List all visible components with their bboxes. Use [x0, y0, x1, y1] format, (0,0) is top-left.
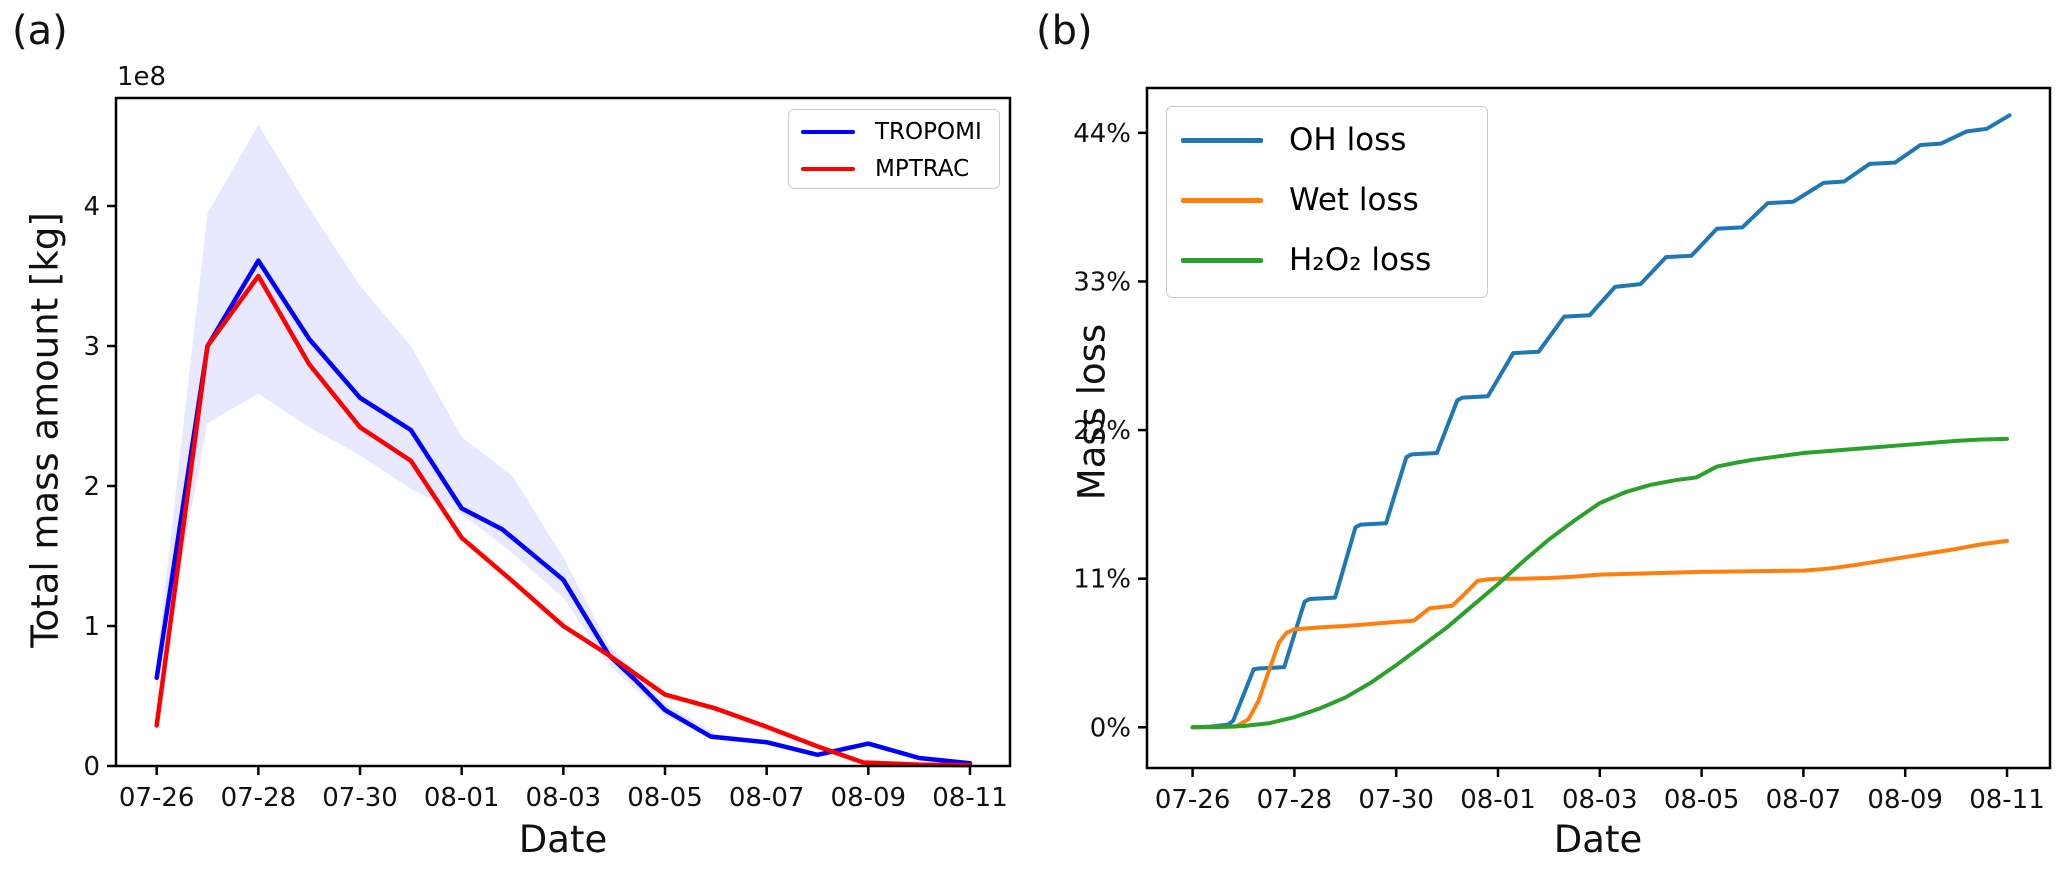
h2o2-loss-line-swatch-icon: [1181, 257, 1263, 263]
panel-a-y-axis-label: Total mass amount [kg]: [23, 212, 67, 648]
panel-b-x-axis-label: Date: [1553, 818, 1643, 861]
x-tick-label: 07-28: [221, 783, 297, 813]
x-tick-label: 08-11: [932, 783, 1008, 813]
x-tick-label: 08-11: [1969, 785, 2045, 815]
legend-label: OH loss: [1289, 122, 1407, 158]
x-tick-label: 08-07: [1766, 785, 1842, 815]
panel-a-legend: TROPOMI MPTRAC: [788, 109, 1000, 189]
x-tick-label: 08-05: [1664, 785, 1740, 815]
y-tick-label: 11%: [1073, 565, 1131, 595]
wet-loss-line-swatch-icon: [1181, 197, 1263, 203]
x-tick-label: 08-07: [729, 783, 805, 813]
series-line-wet-loss: [1190, 538, 2009, 730]
legend-label: Wet loss: [1289, 182, 1419, 218]
series-line-tropomi: [154, 258, 973, 766]
x-tick-label: 08-03: [1562, 785, 1638, 815]
legend-item-oh-loss: OH loss: [1167, 110, 1487, 170]
x-tick-label: 08-09: [1867, 785, 1943, 815]
legend-item-wet-loss: Wet loss: [1167, 170, 1487, 230]
uncertainty-band: [156, 124, 970, 764]
axes-spines: [1145, 86, 2052, 770]
y-tick-label: 2: [83, 472, 100, 502]
y-tick-label: 4: [83, 192, 100, 222]
legend-item-tropomi: TROPOMI: [789, 113, 999, 150]
x-tick-label: 07-30: [322, 783, 398, 813]
legend-item-mptrac: MPTRAC: [789, 150, 999, 187]
legend-label: TROPOMI: [875, 118, 982, 145]
x-tick-label: 07-30: [1358, 785, 1434, 815]
panel-b-legend: OH loss Wet loss H₂O₂ loss: [1166, 106, 1488, 298]
series-line-mptrac: [154, 273, 973, 768]
x-tick-label: 08-03: [526, 783, 602, 813]
legend-label: H₂O₂ loss: [1289, 242, 1432, 278]
tropomi-line-swatch-icon: [801, 129, 855, 134]
y-tick-label: 0: [83, 752, 100, 782]
panel-b-plot: 07-26 07-28 07-30 08-01 08-03 08-05 08-07 08-09…: [1073, 86, 2052, 815]
mptrac-line-swatch-icon: [801, 166, 855, 171]
x-tick-label: 07-26: [1155, 785, 1231, 815]
x-tick-label: 07-28: [1257, 785, 1333, 815]
panel-b-y-axis-label: Mass loss: [1070, 323, 1114, 501]
panel-a-tag: (a): [12, 8, 68, 54]
y-tick-label: 0%: [1090, 713, 1131, 743]
series-line-h-o-loss: [1190, 436, 2009, 730]
panel-b-tag: (b): [1036, 8, 1093, 54]
x-tick-label: 08-09: [831, 783, 907, 813]
panel-a-plot: 07-26 07-28 07-30 08-01 08-03 08-05 08-07 08-09…: [83, 96, 1012, 813]
oh-loss-line-swatch-icon: [1181, 137, 1263, 143]
legend-item-h2o2-loss: H₂O₂ loss: [1167, 230, 1487, 290]
y-tick-label: 22%: [1073, 416, 1131, 446]
y-tick-label: 33%: [1073, 267, 1131, 297]
x-tick-label: 08-01: [424, 783, 500, 813]
x-tick-label: 08-05: [627, 783, 703, 813]
x-tick-label: 07-26: [119, 783, 195, 813]
series-line-oh-loss: [1190, 113, 2012, 730]
x-tick-label: 08-01: [1460, 785, 1536, 815]
panel-a-x-axis-label: Date: [518, 818, 608, 861]
y-tick-label: 44%: [1073, 119, 1131, 149]
legend-label: MPTRAC: [875, 155, 970, 182]
y-tick-label: 3: [83, 332, 100, 362]
panel-a-y-offset-label: 1e8: [117, 62, 167, 92]
y-tick-label: 1: [83, 612, 100, 642]
